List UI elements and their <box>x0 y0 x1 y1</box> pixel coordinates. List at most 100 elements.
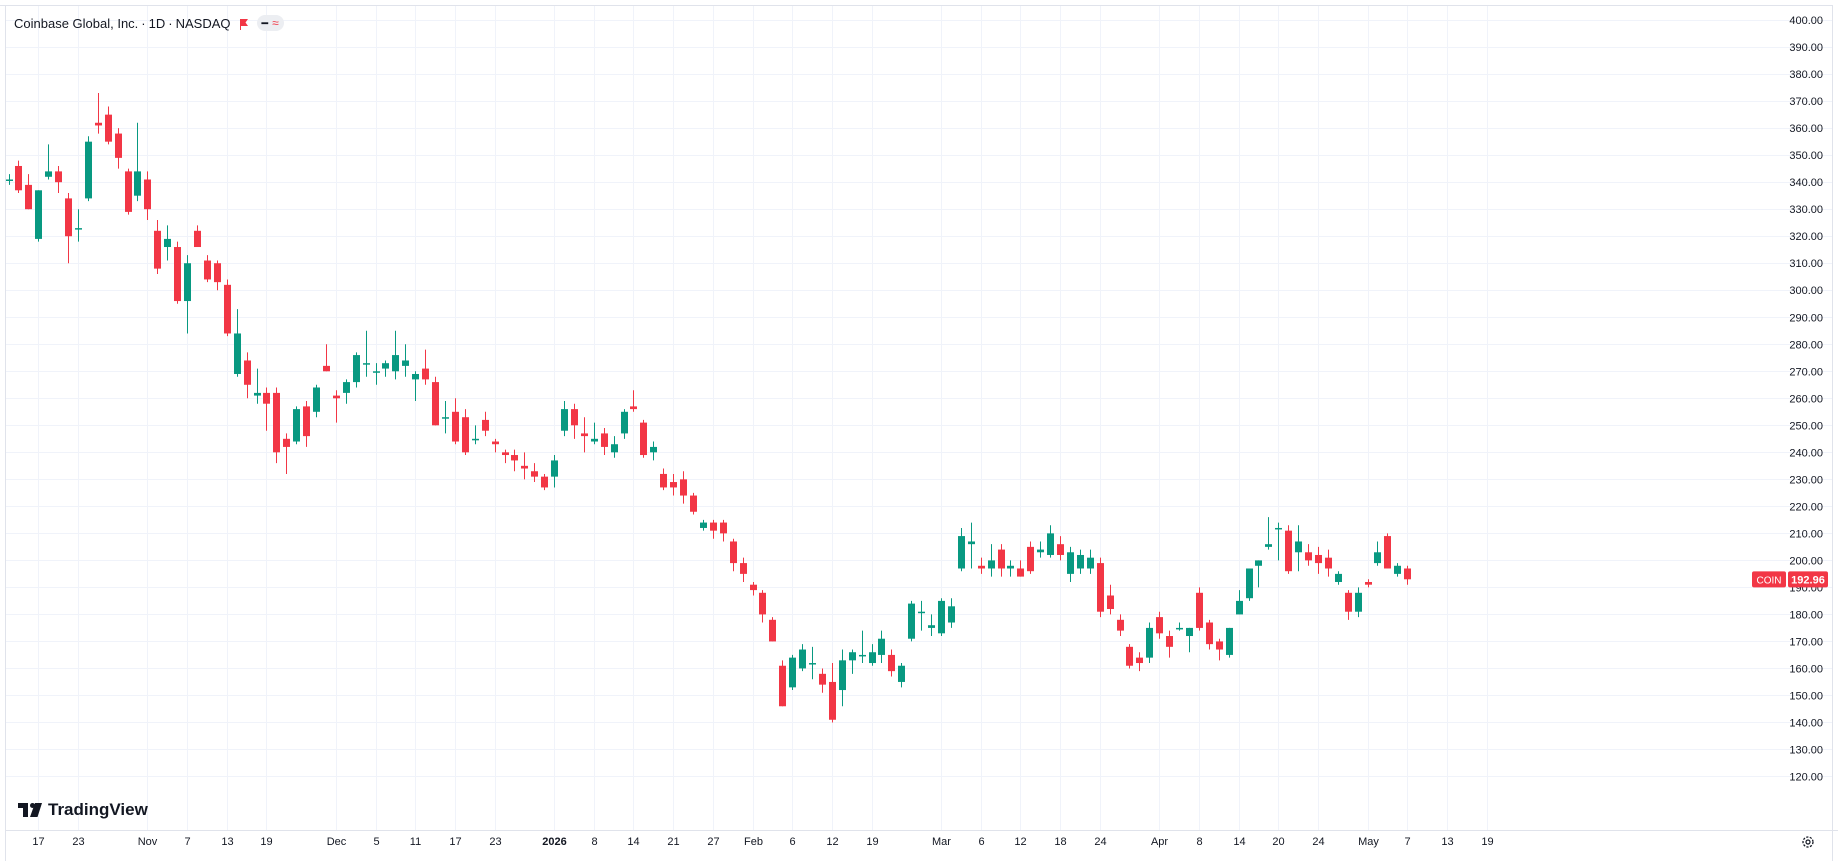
candle-body[interactable] <box>888 654 895 672</box>
candle-body[interactable] <box>55 171 62 183</box>
candle-body[interactable] <box>1404 568 1411 580</box>
candle-body[interactable] <box>1325 557 1332 569</box>
candle-body[interactable] <box>184 263 191 302</box>
candle-body[interactable] <box>1394 565 1401 574</box>
candle-body[interactable] <box>224 284 231 334</box>
candle-body[interactable] <box>234 333 241 374</box>
candle-body[interactable] <box>601 433 608 447</box>
candle-body[interactable] <box>1067 552 1074 574</box>
candle-body[interactable] <box>6 179 13 181</box>
candle-body[interactable] <box>859 654 866 657</box>
candle-body[interactable] <box>670 482 677 488</box>
ticker-badge[interactable] <box>1752 571 1786 588</box>
tradingview-logo[interactable]: TradingView <box>18 800 148 820</box>
candle-body[interactable] <box>750 584 757 591</box>
candle-body[interactable] <box>571 409 578 426</box>
candle-body[interactable] <box>105 114 112 142</box>
candle-body[interactable] <box>363 363 370 365</box>
candle-body[interactable] <box>809 663 816 665</box>
candle-body[interactable] <box>1315 554 1322 564</box>
candle-body[interactable] <box>1186 627 1193 637</box>
candle-body[interactable] <box>75 228 82 230</box>
candle-body[interactable] <box>45 171 52 177</box>
candle-body[interactable] <box>1047 533 1054 555</box>
candle-body[interactable] <box>819 673 826 685</box>
candle-body[interactable] <box>1295 541 1302 553</box>
flag-icon[interactable] <box>239 18 249 30</box>
candle-body[interactable] <box>1146 627 1153 658</box>
candle-body[interactable] <box>323 365 330 372</box>
candle-body[interactable] <box>144 179 151 210</box>
candle-body[interactable] <box>1087 557 1094 569</box>
indicator-pill[interactable]: ━ ≈ <box>256 15 284 31</box>
candle-body[interactable] <box>1275 527 1282 530</box>
candle-body[interactable] <box>154 230 161 269</box>
candle-body[interactable] <box>392 355 399 372</box>
candle-body[interactable] <box>769 619 776 642</box>
candle-body[interactable] <box>779 665 786 707</box>
candle-body[interactable] <box>402 360 409 366</box>
candle-body[interactable] <box>978 565 985 569</box>
candle-body[interactable] <box>1345 592 1352 612</box>
candle-body[interactable] <box>95 122 102 126</box>
candle-body[interactable] <box>25 184 32 210</box>
candle-body[interactable] <box>373 371 380 373</box>
candle-body[interactable] <box>432 382 439 426</box>
candle-body[interactable] <box>125 171 132 212</box>
candle-body[interactable] <box>799 649 806 669</box>
candle-body[interactable] <box>968 541 975 545</box>
candle-body[interactable] <box>462 417 469 453</box>
candle-body[interactable] <box>35 190 42 239</box>
candle-body[interactable] <box>878 638 885 655</box>
candle-body[interactable] <box>343 382 350 393</box>
candle-body[interactable] <box>1246 568 1253 599</box>
candle-body[interactable] <box>1285 530 1292 572</box>
candle-body[interactable] <box>353 355 360 383</box>
candle-body[interactable] <box>382 363 389 369</box>
candle-body[interactable] <box>482 419 489 431</box>
candle-body[interactable] <box>15 165 22 191</box>
gear-icon[interactable] <box>1802 836 1814 848</box>
candle-body[interactable] <box>1365 581 1372 585</box>
candle-body[interactable] <box>690 495 697 512</box>
candle-body[interactable] <box>1077 554 1084 569</box>
candle-body[interactable] <box>115 133 122 158</box>
candle-body[interactable] <box>640 422 647 456</box>
candle-body[interactable] <box>65 198 72 237</box>
candle-body[interactable] <box>492 441 499 445</box>
candle-body[interactable] <box>621 411 628 434</box>
candle-body[interactable] <box>789 657 796 688</box>
candle-body[interactable] <box>898 665 905 682</box>
candle-body[interactable] <box>1176 627 1183 630</box>
candle-body[interactable] <box>254 392 261 396</box>
candle-body[interactable] <box>303 406 310 437</box>
candle-body[interactable] <box>730 541 737 564</box>
candle-body[interactable] <box>720 522 727 534</box>
candle-body[interactable] <box>710 522 717 531</box>
candle-body[interactable] <box>174 247 181 302</box>
candle-body[interactable] <box>1057 544 1064 555</box>
candle-body[interactable] <box>313 387 320 412</box>
candle-body[interactable] <box>1097 563 1104 612</box>
candle-body[interactable] <box>472 438 479 441</box>
candle-body[interactable] <box>938 600 945 634</box>
candle-body[interactable] <box>958 536 965 569</box>
candle-body[interactable] <box>1265 544 1272 547</box>
candle-body[interactable] <box>998 549 1005 569</box>
candle-body[interactable] <box>928 625 935 628</box>
candle-body[interactable] <box>134 171 141 196</box>
candle-body[interactable] <box>591 438 598 442</box>
candle-body[interactable] <box>293 409 300 442</box>
candle-body[interactable] <box>521 465 528 469</box>
candle-body[interactable] <box>829 681 836 720</box>
candle-body[interactable] <box>948 606 955 623</box>
candle-body[interactable] <box>263 392 270 404</box>
candle-body[interactable] <box>541 476 548 488</box>
candle-body[interactable] <box>1117 619 1124 631</box>
candle-body[interactable] <box>1255 560 1262 566</box>
candle-body[interactable] <box>1037 549 1044 553</box>
candle-body[interactable] <box>759 592 766 615</box>
candle-body[interactable] <box>502 452 509 456</box>
candle-body[interactable] <box>869 652 876 664</box>
